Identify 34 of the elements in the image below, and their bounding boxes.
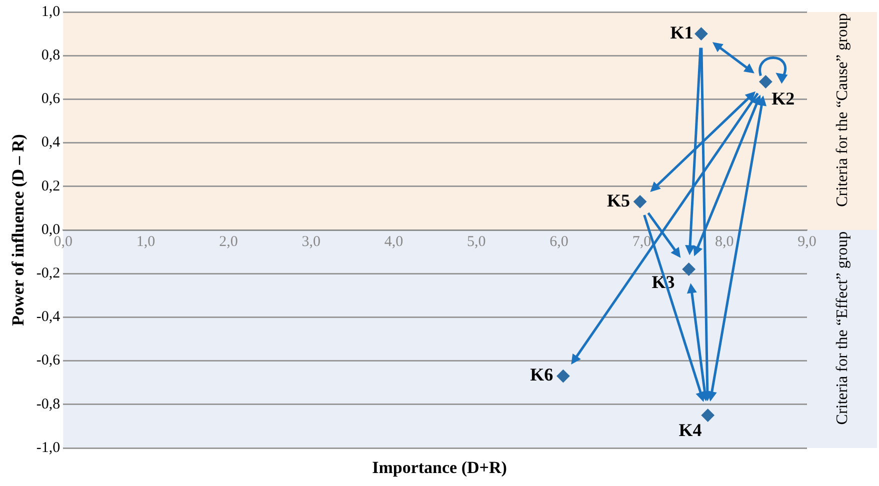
point <box>634 195 647 208</box>
y-tick-label: -0,2 <box>36 266 60 282</box>
annotation: K6 <box>530 364 554 385</box>
x-tick-label: 5,0 <box>467 234 486 250</box>
y-tick-label: -0,6 <box>36 352 61 369</box>
y-tick-label: -1,0 <box>36 440 60 456</box>
x-tick-label: 9,0 <box>798 234 816 250</box>
point <box>556 370 570 383</box>
point <box>701 408 714 422</box>
x-tick-label: 6,0 <box>550 234 568 250</box>
x-tick-label: 1,0 <box>136 234 156 250</box>
y-tick-label: 0,4 <box>41 134 61 151</box>
y-tick-label: -0,4 <box>36 309 61 326</box>
point <box>759 75 772 88</box>
x-tick-label: 2,0 <box>219 234 238 250</box>
y-tick-label: 0,2 <box>41 178 60 194</box>
annotation: K1 <box>670 22 694 42</box>
x-tick-label: 4,0 <box>384 234 404 250</box>
y-tick-label: 0,8 <box>41 48 60 64</box>
y-tick-label: -0,8 <box>36 396 60 412</box>
y-axis-title: Power of influence (D – R) <box>8 134 28 326</box>
y-tick-label: 1,0 <box>41 4 60 20</box>
point <box>694 27 708 40</box>
x-tick-label: 3,0 <box>302 234 320 250</box>
x-tick-label: 8,0 <box>714 234 734 250</box>
annotation: K2 <box>772 88 795 108</box>
band-label: Criteria for the “Cause” group <box>833 12 852 209</box>
x-tick-label: 7,0 <box>632 234 652 250</box>
annotation: K4 <box>678 420 702 440</box>
band-label: Criteria for the “Effect” group <box>833 230 852 427</box>
annotation: K5 <box>607 190 630 210</box>
x-axis-title: Importance (D+R) <box>371 458 508 478</box>
point <box>682 262 696 276</box>
y-tick-label: 0,6 <box>41 91 61 108</box>
